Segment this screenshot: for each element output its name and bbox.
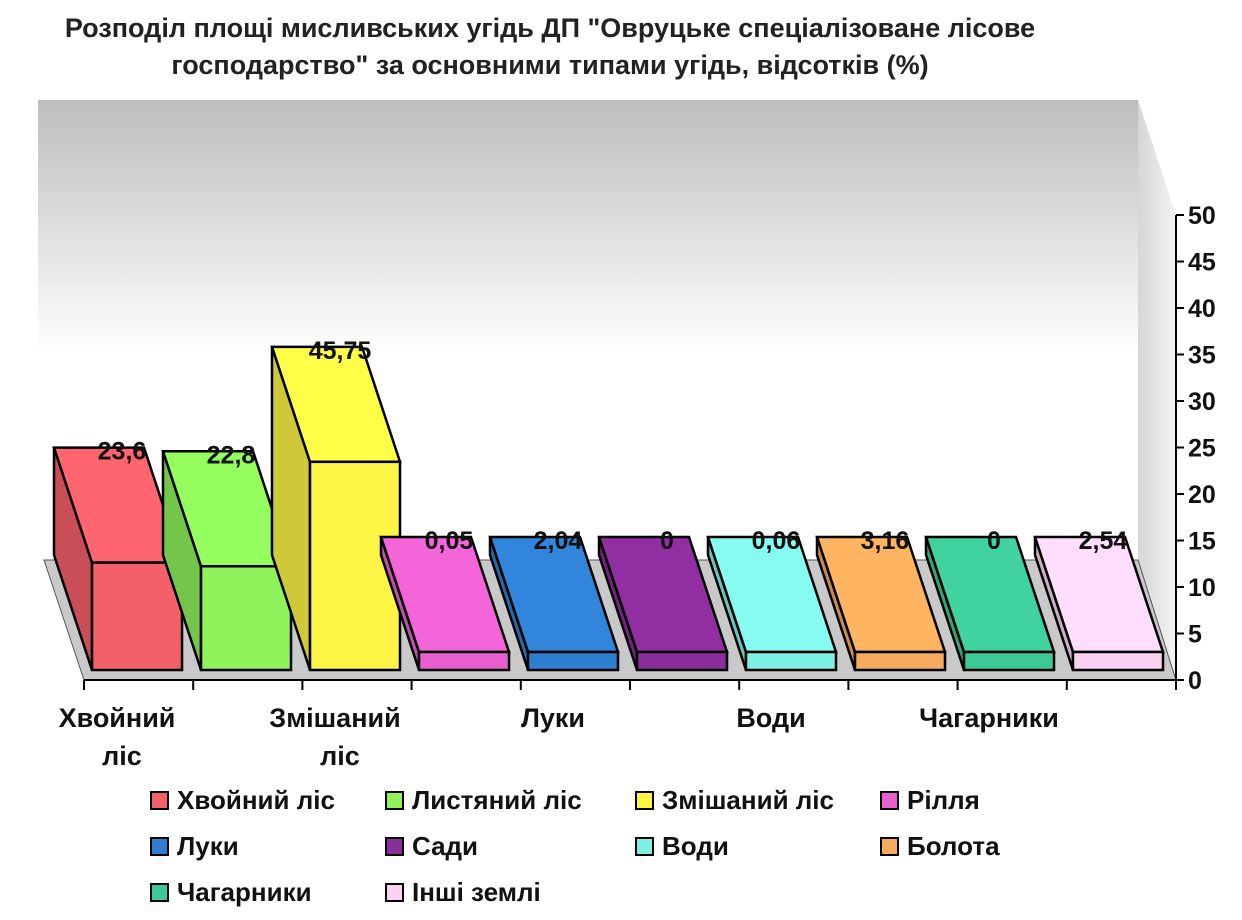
legend-item-3: Рілля (880, 780, 980, 820)
value-label-7: 3,16 (861, 527, 910, 555)
legend-label-3: Рілля (907, 784, 980, 815)
y-tick-label-1: 5 (1188, 621, 1202, 649)
legend-swatch-0 (150, 790, 169, 810)
y-tick-label-2: 10 (1188, 574, 1216, 602)
bar-4 (488, 535, 620, 672)
y-tick-label-7: 35 (1188, 342, 1216, 370)
bar-8 (924, 535, 1056, 672)
bar-6 (706, 535, 838, 672)
chart-plot: 0 5 10 15 20 25 30 35 40 45 50 Хвойний ліс Змішаний лі… (38, 100, 1216, 771)
y-tick-label-4: 20 (1188, 481, 1216, 509)
side-wall (1138, 100, 1176, 680)
legend-label-8: Чагарники (177, 876, 312, 907)
x-tick-label-2-1: ліс (320, 741, 360, 771)
bar-5 (597, 535, 729, 672)
value-label-1: 22,8 (207, 441, 256, 469)
value-label-0: 23,6 (98, 438, 147, 466)
bar-7 (815, 535, 947, 672)
y-tick-label-6: 30 (1188, 388, 1216, 416)
legend-item-8: Чагарники (150, 872, 312, 912)
value-label-8: 0 (987, 527, 1001, 555)
y-tick-label-10: 50 (1188, 202, 1216, 230)
bar-front-7 (853, 650, 947, 672)
legend-item-9: Інші землі (385, 872, 541, 912)
legend-label-9: Інші землі (412, 876, 541, 907)
bar-0 (52, 446, 184, 672)
legend-swatch-1 (385, 790, 404, 810)
value-label-6: 0,06 (752, 527, 801, 555)
bar-2 (270, 345, 402, 672)
legend-swatch-3 (880, 790, 899, 810)
x-tick-label-8-0: Чагарники (919, 703, 1059, 733)
legend-swatch-2 (635, 790, 654, 810)
bar-front-3 (417, 650, 511, 672)
y-tick-label-8: 40 (1188, 295, 1216, 323)
legend-label-0: Хвойний ліс (177, 784, 335, 815)
legend-item-1: Листяний ліс (385, 780, 582, 820)
x-tick-label-0-0: Хвойний (59, 703, 176, 733)
bar-front-9 (1071, 650, 1165, 672)
x-tick-label-0-1: ліс (102, 741, 142, 771)
legend-item-6: Води (635, 826, 729, 866)
legend-item-7: Болота (880, 826, 1000, 866)
y-tick-label-5: 25 (1188, 435, 1216, 463)
bar-front-0 (90, 561, 184, 672)
legend-swatch-6 (635, 836, 654, 856)
value-label-2: 45,75 (309, 337, 372, 365)
legend-label-5: Сади (412, 830, 479, 861)
bar-front-8 (962, 650, 1056, 672)
x-tick-label-6-0: Води (736, 703, 805, 733)
legend-swatch-7 (880, 836, 899, 856)
legend-label-2: Змішаний ліс (662, 784, 834, 815)
bar-front-1 (199, 565, 293, 672)
bar-front-5 (635, 650, 729, 672)
bar-3 (379, 535, 511, 672)
chart-title: Розподіл площі мисливських угідь ДП "Овр… (0, 10, 1100, 84)
y-tick-label-9: 45 (1188, 249, 1216, 277)
value-label-5: 0 (660, 527, 674, 555)
legend-label-4: Луки (177, 830, 239, 861)
legend-swatch-4 (150, 836, 169, 856)
legend-swatch-9 (385, 882, 404, 902)
chart-title-line-1: Розподіл площі мисливських угідь ДП "Овр… (64, 13, 1036, 43)
legend-label-7: Болота (907, 830, 1000, 861)
legend-label-1: Листяний ліс (412, 784, 582, 815)
y-tick-label-0: 0 (1188, 667, 1202, 695)
y-tick-label-3: 15 (1188, 528, 1216, 556)
legend-item-0: Хвойний ліс (150, 780, 335, 820)
legend-swatch-8 (150, 882, 169, 902)
legend-item-5: Сади (385, 826, 478, 866)
legend-label-6: Води (662, 830, 729, 861)
legend-swatch-5 (385, 836, 404, 856)
x-tick-label-4-0: Луки (521, 703, 585, 733)
chart-title-line-2: господарство" за основними типами угідь,… (171, 50, 929, 80)
bar-9 (1033, 535, 1165, 672)
bar-front-4 (526, 650, 620, 672)
value-label-9: 2,54 (1079, 527, 1128, 555)
bar-front-6 (744, 650, 838, 672)
value-label-3: 0,05 (425, 527, 474, 555)
bar-1 (161, 450, 293, 672)
legend-item-2: Змішаний ліс (635, 780, 834, 820)
x-tick-label-2-0: Змішаний (269, 703, 400, 733)
legend-item-4: Луки (150, 826, 239, 866)
value-label-4: 2,04 (534, 527, 583, 555)
